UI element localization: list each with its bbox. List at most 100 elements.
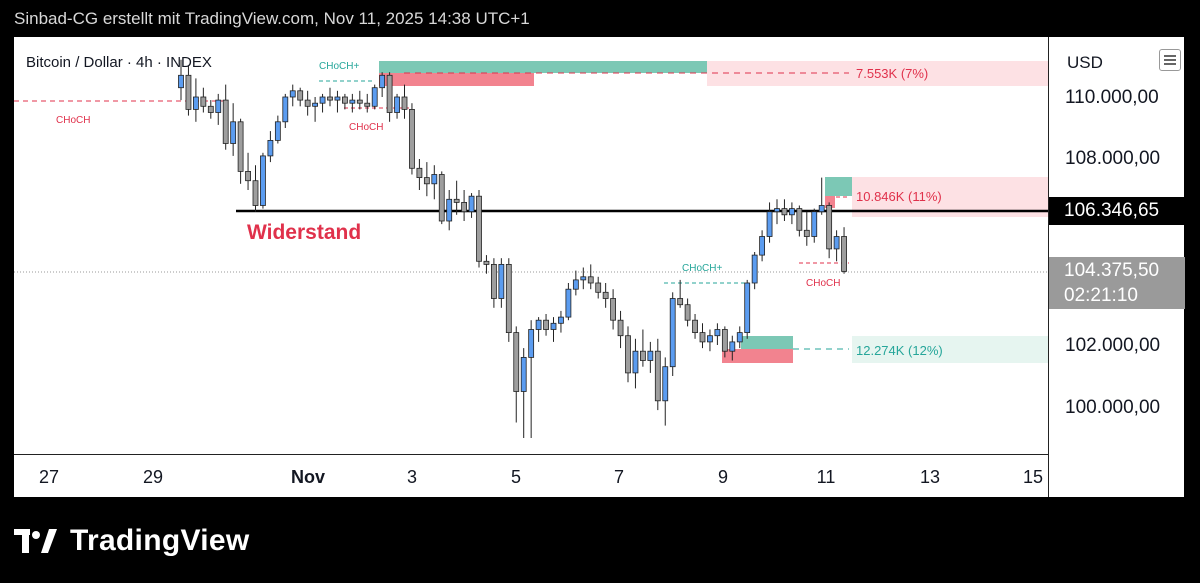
choch-plus-label: CHoCH+ [319, 61, 359, 72]
bull-zone-top [379, 61, 707, 73]
candle-body [312, 102, 319, 107]
tradingview-logo[interactable]: TradingView [14, 524, 249, 558]
candle-body [416, 167, 423, 179]
x-tick: 7 [613, 467, 625, 487]
x-tick: 29 [142, 467, 164, 487]
candle-countdown: 02:21:10 [1064, 285, 1138, 306]
candle-body [841, 236, 847, 272]
x-tick: 15 [1022, 467, 1044, 487]
candle-body [364, 102, 371, 107]
candle-body [334, 96, 341, 101]
candle-body [453, 198, 460, 203]
candle-body [409, 109, 415, 169]
candle-body [721, 329, 728, 352]
candle-body [602, 291, 609, 299]
y-tick: 100.000,00 [1065, 397, 1161, 418]
candle-body [572, 279, 579, 290]
bull-zone-mid [825, 177, 852, 196]
target-label-top: 7.553K (7%) [856, 66, 928, 81]
target-zone-low [852, 336, 1048, 363]
candle-body [826, 205, 833, 250]
candle-body [736, 332, 743, 343]
candle-body [617, 319, 624, 337]
candle-body [811, 211, 818, 237]
choch-label: CHoCH [349, 122, 383, 133]
candle-body [476, 195, 482, 262]
menu-icon[interactable] [1159, 49, 1181, 71]
candle-body [803, 229, 810, 237]
candle-body [520, 356, 527, 392]
candle-body [558, 316, 564, 324]
candle-body [215, 99, 222, 113]
candle-body [319, 96, 326, 104]
resistance-price-tag: 106.346,65 [1049, 197, 1185, 225]
candle-body [647, 350, 654, 361]
candle-body [818, 205, 825, 213]
candle-body [394, 96, 400, 113]
y-tick: 110.000,00 [1065, 87, 1159, 108]
candle-body [766, 211, 773, 237]
candle-body [654, 350, 661, 402]
x-tick: 13 [919, 467, 941, 487]
time-axis[interactable]: 27 29 Nov 3 5 7 9 11 13 15 [14, 454, 1048, 498]
candle-body [699, 332, 706, 343]
candle-body [490, 263, 497, 299]
candle-body [498, 263, 505, 299]
candle-body [789, 208, 795, 216]
candle-body [535, 319, 542, 330]
chart-frame: CHoCH CHoCH+ CHoCH CHoCH+ CHoCH 7.553K (7%) 10… [14, 37, 1185, 498]
candle-body [513, 332, 520, 392]
candle-body [707, 335, 713, 343]
tradingview-logo-icon [14, 527, 58, 555]
resistance-label: Widerstand [247, 221, 361, 244]
candle-body [729, 341, 736, 352]
candle-body [304, 99, 311, 107]
candle-body [632, 350, 639, 374]
candle-body [550, 322, 557, 330]
plot-area[interactable]: CHoCH CHoCH+ CHoCH CHoCH+ CHoCH 7.553K (7%) 10… [14, 37, 1048, 454]
current-price: 104.375,50 [1064, 260, 1160, 281]
choch-label: CHoCH [56, 115, 90, 126]
candle-body [468, 195, 475, 213]
candle-body [744, 282, 751, 333]
candle-body [610, 298, 616, 321]
candle-body [401, 96, 408, 110]
candle-body [796, 208, 803, 231]
bear-zone-top [379, 73, 534, 86]
candle-body [222, 99, 229, 144]
target-label-mid: 10.846K (11%) [856, 189, 942, 204]
y-tick: 108.000,00 [1065, 148, 1161, 169]
candle-body [252, 180, 259, 206]
candle-body [759, 236, 765, 256]
candle-body [423, 177, 430, 185]
candle-body [587, 276, 594, 284]
candle-body [774, 208, 780, 213]
target-label-low: 12.274K (12%) [856, 343, 943, 358]
candle-body [192, 96, 199, 110]
bear-zone-mid [825, 196, 835, 208]
bear-zone-low [722, 349, 793, 363]
x-tick: 27 [38, 467, 60, 487]
candle-body [185, 74, 192, 110]
candle-body [386, 74, 393, 113]
tradingview-logo-text: TradingView [70, 524, 250, 557]
candle-body [267, 140, 274, 157]
candle-body [505, 263, 512, 333]
candle-body [341, 96, 348, 104]
choch-plus-label: CHoCH+ [682, 263, 722, 274]
candle-body [580, 276, 587, 281]
candle-body [289, 90, 296, 98]
candle-body [371, 87, 378, 107]
candle-body [327, 96, 333, 101]
x-tick: Nov [290, 467, 326, 487]
candle-body [200, 96, 207, 107]
symbol-title: Bitcoin / Dollar · 4h · INDEX [26, 54, 212, 71]
candle-body [349, 99, 356, 104]
currency-label: USD [1067, 53, 1103, 72]
candle-body [833, 236, 840, 250]
candle-body [751, 254, 758, 284]
candle-body [178, 74, 184, 89]
candle-body [356, 99, 363, 104]
price-axis[interactable]: USD 110.000,00 108.000,00 102.000,00 100… [1048, 37, 1185, 497]
candle-body [431, 174, 438, 185]
